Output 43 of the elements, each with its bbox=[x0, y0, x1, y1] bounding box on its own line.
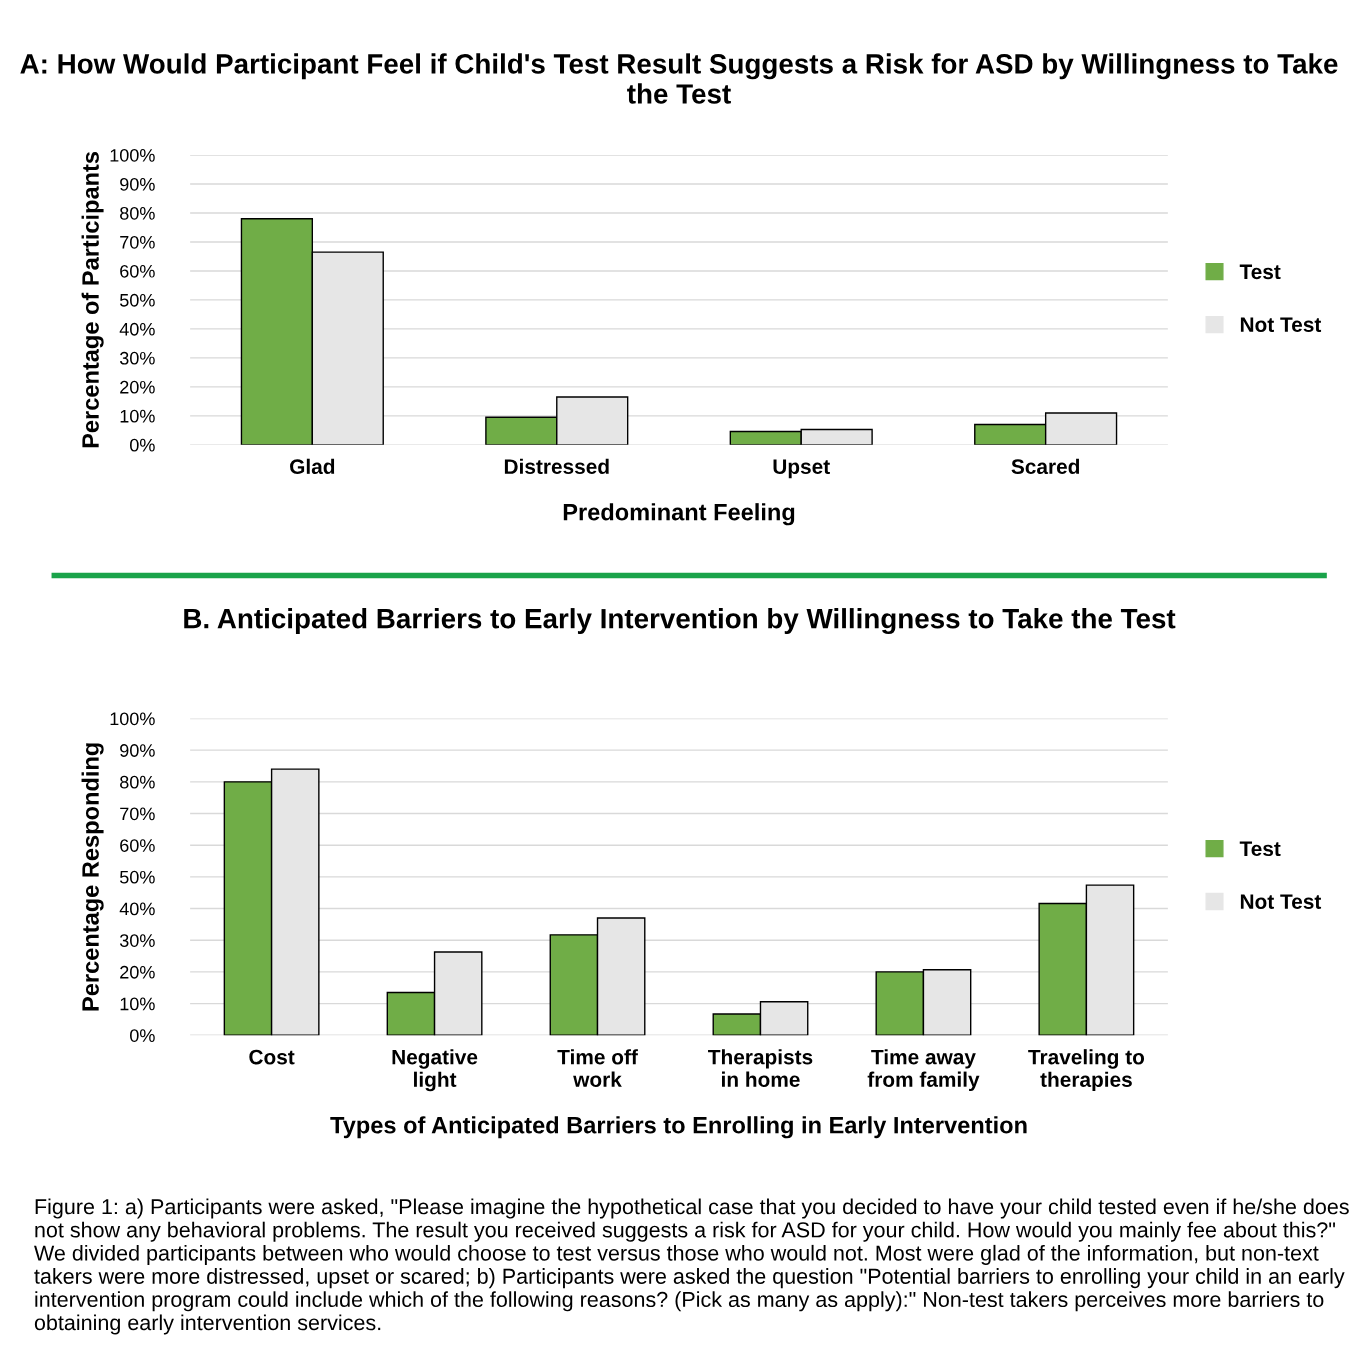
y-tick-label: 60% bbox=[120, 839, 155, 852]
y-tick-label: 80% bbox=[120, 775, 155, 789]
y-tick-label: 10% bbox=[120, 409, 155, 423]
caption: Figure 1: a) Participants were asked, "Please imagine the hypothetical case that you decided to have your child tested even if he/she does not show any behavioral problems. The result you received suggests a risk for ASD for your child. How would you mainly fee about this?" We divided participants between who would choose to test versus those who would not. Most were glad of the information, but non-text takers were more distressed, upset or scared; b) Participants were asked the question "Potential barriers to enrolling your child in an early intervention program could include which of the following reasons? (Pick as many as apply):" Non-test takers perceives more barriers to obtaining early intervention services. bbox=[34, 1198, 1349, 1335]
x-axis-title: Types of Anticipated Barriers to Enrolling in Early Intervention bbox=[330, 1116, 1027, 1139]
y-tick-label: 20% bbox=[120, 380, 155, 394]
x-tick-label: Time away from family bbox=[867, 1049, 980, 1092]
x-tick-label: Time off work bbox=[557, 1049, 638, 1087]
y-tick-label: 90% bbox=[120, 744, 155, 757]
y-tick-label: 50% bbox=[119, 870, 155, 884]
y-tick-label: 70% bbox=[120, 235, 155, 249]
y-tick-label: 30% bbox=[119, 351, 155, 365]
y-tick-label: 30% bbox=[119, 934, 155, 947]
y-axis-title: Percentage of Participants bbox=[81, 151, 104, 448]
x-tick-label: Negative light bbox=[392, 1049, 478, 1092]
y-tick-label: 50% bbox=[119, 293, 155, 307]
y-tick-label: 90% bbox=[120, 177, 155, 191]
x-tick-label: Distressed bbox=[504, 458, 609, 475]
y-tick-label: 40% bbox=[119, 902, 155, 916]
legend-label: Test bbox=[1239, 264, 1281, 280]
x-tick-label: Cost bbox=[249, 1049, 295, 1065]
x-tick-label: Upset bbox=[773, 459, 830, 479]
chart-title: A: How Would Participant Feel if Child's Test Result Suggests a Risk for ASD by Willingness to Take the Test bbox=[20, 53, 1338, 104]
y-tick-label: 0% bbox=[130, 438, 155, 452]
y-tick-label: 70% bbox=[120, 807, 155, 821]
x-axis-title: Predominant Feeling bbox=[563, 503, 795, 526]
y-axis-title: Percentage Responding bbox=[81, 743, 104, 1011]
x-tick-label: Traveling to therapies bbox=[1028, 1049, 1145, 1092]
y-tick-label: 100% bbox=[110, 712, 155, 726]
legend-label: Not Test bbox=[1240, 317, 1322, 333]
chart-title: B. Anticipated Barriers to Early Intervention by Willingness to Take the Test bbox=[184, 608, 1176, 635]
x-tick-label: Glad bbox=[290, 458, 335, 475]
y-tick-label: 10% bbox=[120, 997, 155, 1011]
legend-label: Not Test bbox=[1240, 894, 1322, 909]
y-tick-label: 60% bbox=[120, 264, 155, 278]
y-tick-label: 20% bbox=[120, 965, 155, 979]
y-tick-label: 0% bbox=[130, 1029, 155, 1042]
x-tick-label: Scared bbox=[1011, 458, 1080, 475]
y-tick-label: 40% bbox=[119, 322, 155, 336]
x-tick-label: Therapists in home bbox=[708, 1049, 813, 1087]
y-tick-label: 80% bbox=[120, 206, 155, 220]
y-tick-label: 100% bbox=[110, 148, 155, 162]
legend-label: Test bbox=[1239, 841, 1281, 857]
